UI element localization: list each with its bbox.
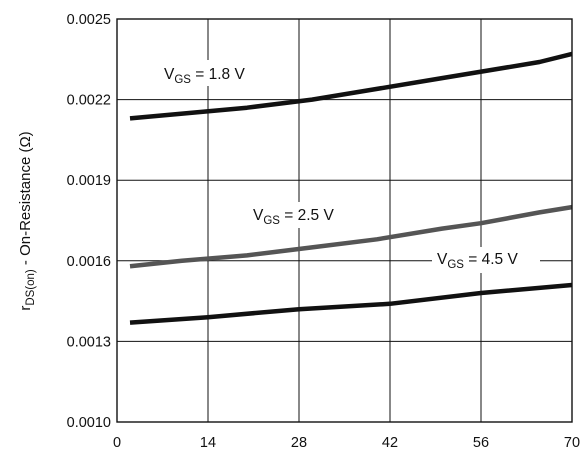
series-line-3 [129,282,573,325]
series-label-1-main: V [164,66,175,83]
series-label-1-sub: GS [174,74,191,86]
series-label-1-rest: = 1.8 V [191,66,246,83]
x-tick-label: 70 [564,435,580,451]
series-label-2-sub: GS [263,215,280,227]
y-tick-labels: 0.0010 0.0013 0.0016 0.0019 0.0022 0.0025 [67,12,111,431]
series-label-bg [160,60,268,86]
y-axis-title-rest: - On-Resistance (Ω) [17,131,34,269]
x-tick-labels: 0 14 28 42 56 70 [113,435,580,451]
series-label-2-main: V [253,207,264,224]
y-axis-title-sub: DS(on) [25,269,37,306]
y-tick-label: 0.0022 [67,93,111,109]
x-tick-label: 14 [200,435,216,451]
series-label-3-rest: = 4.5 V [464,251,519,268]
x-tick-label: 56 [473,435,489,451]
series-label-bg [249,202,357,228]
series-lines [129,51,573,325]
x-tick-label: 28 [291,435,307,451]
series-label-3-main: V [437,251,448,268]
y-tick-label: 0.0019 [67,173,111,189]
plot-frame [116,18,573,423]
series-line-2 [129,204,573,269]
series-line-1 [129,51,573,121]
y-tick-label: 0.0025 [67,12,111,28]
series-label-1: VGS = 1.8 V [164,66,245,86]
series-label-bg [432,247,540,273]
y-axis-title-main: r [17,306,34,311]
series-label-3: VGS = 4.5 V [437,251,518,271]
y-tick-label: 0.0010 [67,415,111,431]
x-tick-label: 0 [113,435,121,451]
y-tick-label: 0.0016 [67,254,111,270]
series-label-3-sub: GS [447,259,464,271]
series-label-2-rest: = 2.5 V [280,207,335,224]
x-tick-label: 42 [382,435,398,451]
series-label-2: VGS = 2.5 V [253,207,334,227]
y-axis-title: rDS(on) - On-Resistance (Ω) [17,131,37,310]
y-tick-label: 0.0013 [67,334,111,350]
